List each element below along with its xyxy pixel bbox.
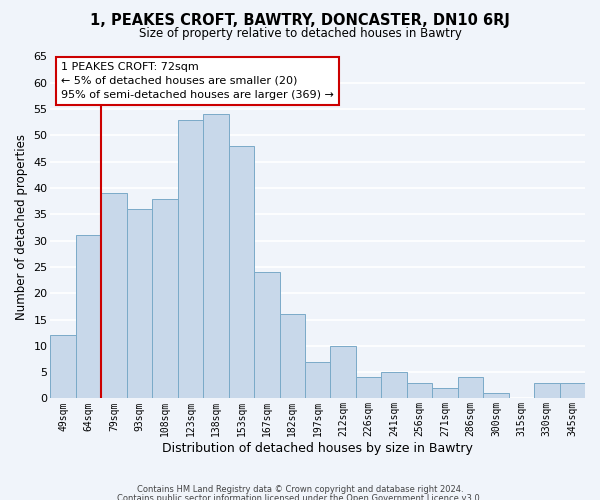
Bar (101, 194, 127, 398)
Text: Contains HM Land Registry data © Crown copyright and database right 2024.: Contains HM Land Registry data © Crown c… (137, 485, 463, 494)
Y-axis label: Number of detached properties: Number of detached properties (15, 134, 28, 320)
Bar (331, 346, 356, 399)
Text: Size of property relative to detached houses in Bawtry: Size of property relative to detached ho… (139, 28, 461, 40)
Bar (203, 114, 229, 399)
Bar (178, 120, 203, 398)
Bar (407, 382, 432, 398)
Bar (432, 388, 458, 398)
Text: 1 PEAKES CROFT: 72sqm
← 5% of detached houses are smaller (20)
95% of semi-detac: 1 PEAKES CROFT: 72sqm ← 5% of detached h… (61, 62, 334, 100)
Bar (254, 272, 280, 398)
Bar (382, 372, 407, 398)
Bar (127, 209, 152, 398)
Bar (560, 382, 585, 398)
Bar (458, 378, 483, 398)
Bar (280, 314, 305, 398)
Bar (356, 378, 382, 398)
Bar (152, 198, 178, 398)
Text: Contains public sector information licensed under the Open Government Licence v3: Contains public sector information licen… (118, 494, 482, 500)
Text: 1, PEAKES CROFT, BAWTRY, DONCASTER, DN10 6RJ: 1, PEAKES CROFT, BAWTRY, DONCASTER, DN10… (90, 12, 510, 28)
Bar (305, 362, 331, 399)
Bar (76, 236, 101, 398)
Bar (229, 146, 254, 399)
Bar (50, 336, 76, 398)
Bar (534, 382, 560, 398)
X-axis label: Distribution of detached houses by size in Bawtry: Distribution of detached houses by size … (162, 442, 473, 455)
Bar (483, 393, 509, 398)
